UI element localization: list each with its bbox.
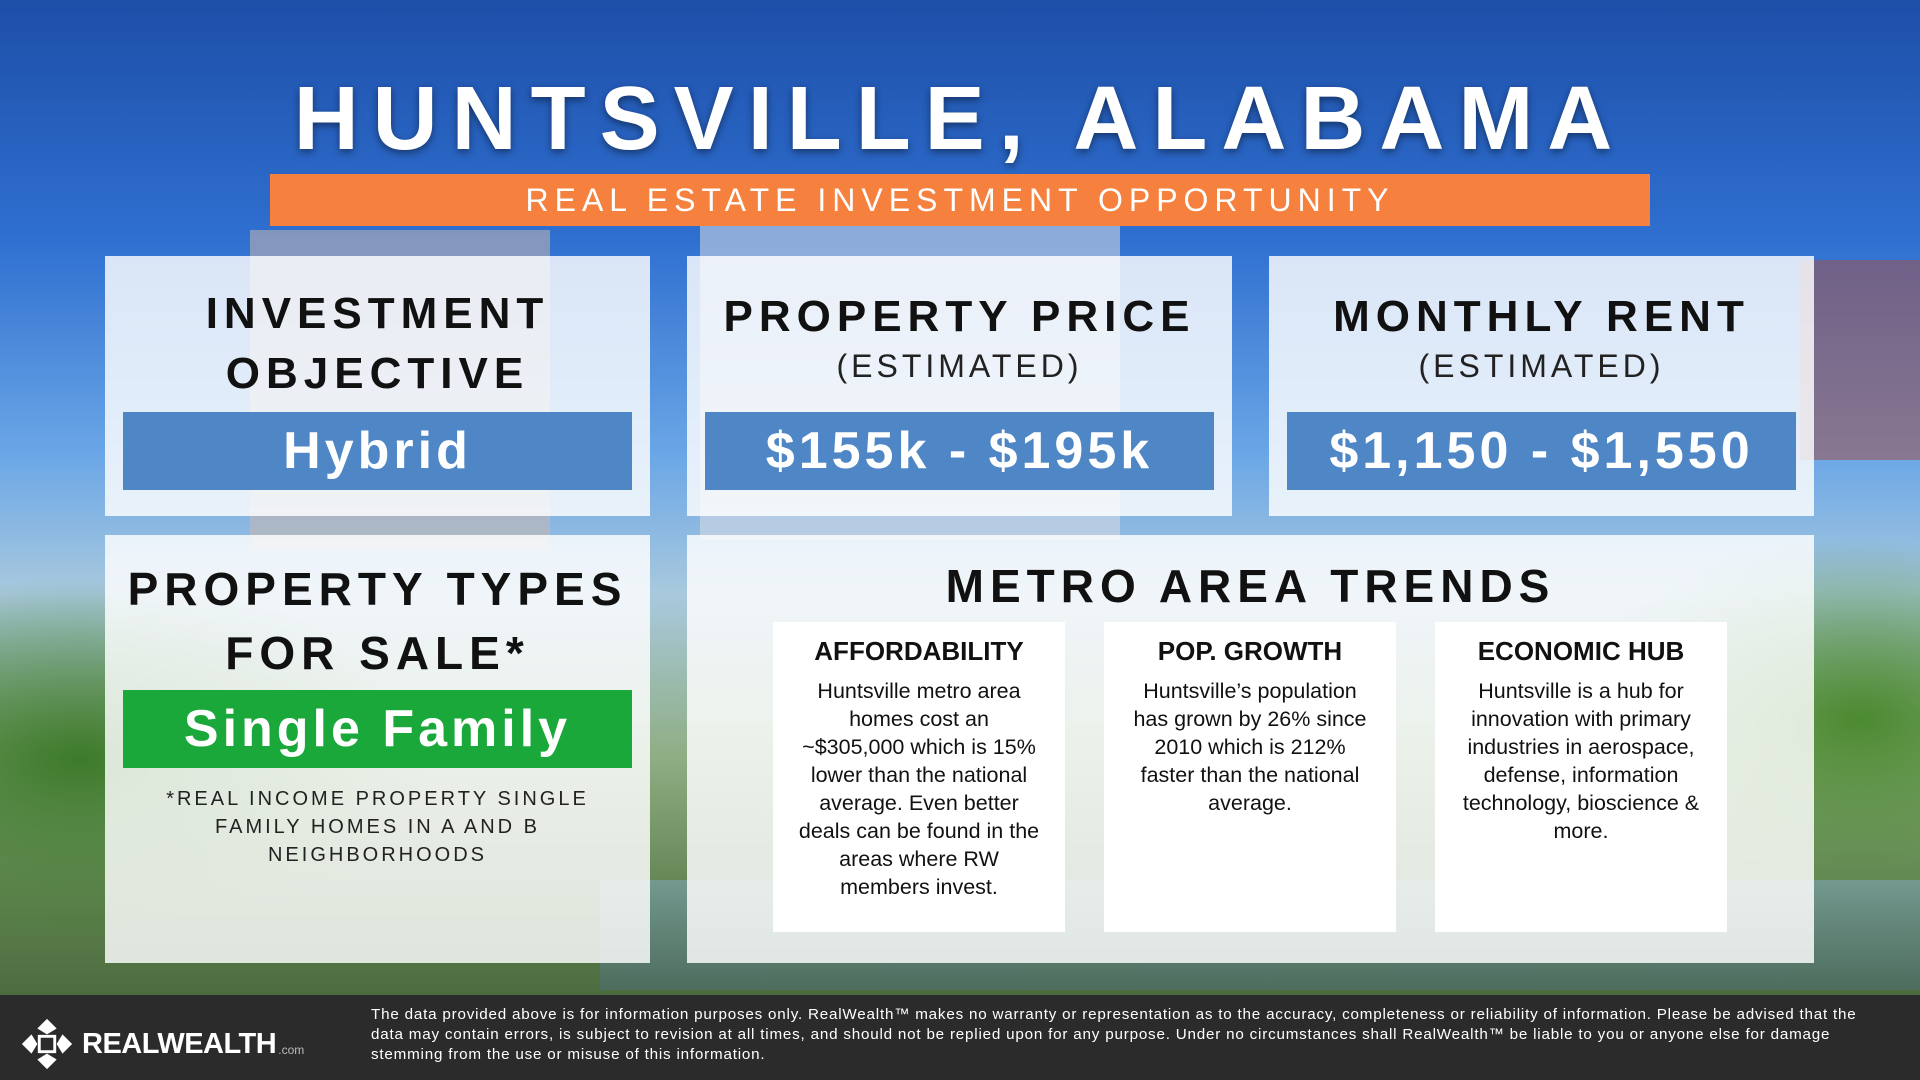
- monthly-rent-panel: MONTHLY RENT (ESTIMATED) $1,150 - $1,550: [1269, 256, 1814, 516]
- trend-card-affordability: AFFORDABILITY Huntsville metro area home…: [773, 622, 1065, 932]
- page-title: HUNTSVILLE, ALABAMA: [293, 69, 1627, 169]
- realwealth-logo-icon: [21, 1018, 73, 1070]
- disclaimer-text: The data provided above is for informati…: [371, 1006, 1857, 1063]
- property-types-heading-line1: PROPERTY TYPES: [127, 563, 628, 615]
- background-building-right: [1800, 260, 1920, 460]
- trend-card-pop-growth: POP. GROWTH Huntsville’s population has …: [1104, 622, 1396, 932]
- property-types-footnote: *REAL INCOME PROPERTY SINGLE FAMILY HOME…: [166, 788, 589, 866]
- monthly-rent-heading: MONTHLY RENT: [1333, 292, 1750, 341]
- investment-objective-heading: INVESTMENT OBJECTIVE: [105, 256, 650, 404]
- investment-objective-heading-line1: INVESTMENT: [205, 289, 550, 338]
- property-types-panel: PROPERTY TYPES FOR SALE* Single Family *…: [105, 535, 650, 963]
- property-types-heading: PROPERTY TYPES FOR SALE*: [105, 535, 650, 685]
- logo-text: REALWEALTH: [82, 1027, 277, 1060]
- property-price-panel: PROPERTY PRICE (ESTIMATED) $155k - $195k: [687, 256, 1232, 516]
- property-price-heading: PROPERTY PRICE: [723, 292, 1196, 341]
- trend-card-title: ECONOMIC HUB: [1477, 636, 1685, 666]
- investment-objective-panel: INVESTMENT OBJECTIVE Hybrid: [105, 256, 650, 516]
- logo-suffix: .com: [278, 1043, 305, 1057]
- monthly-rent-estimated-note: (ESTIMATED): [1418, 348, 1665, 384]
- metro-trends-heading: METRO AREA TRENDS: [945, 560, 1556, 612]
- subtitle-banner: REAL ESTATE INVESTMENT OPPORTUNITY: [270, 174, 1650, 226]
- trend-card-title: AFFORDABILITY: [814, 636, 1024, 666]
- trend-card-body: Huntsville metro area homes cost an ~$30…: [798, 679, 1040, 899]
- property-types-value: Single Family: [123, 690, 632, 768]
- footer-bar: REALWEALTH .com The data provided above …: [0, 995, 1920, 1080]
- trend-card-title: POP. GROWTH: [1157, 636, 1343, 666]
- investment-objective-value: Hybrid: [123, 412, 632, 490]
- trend-card-body: Huntsville’s population has grown by 26%…: [1133, 679, 1367, 815]
- trend-card-body: Huntsville is a hub for innovation with …: [1462, 679, 1700, 843]
- property-types-heading-line2: FOR SALE*: [225, 627, 530, 679]
- property-price-value: $155k - $195k: [705, 412, 1214, 490]
- property-price-estimated-note: (ESTIMATED): [836, 348, 1083, 384]
- trend-card-economic-hub: ECONOMIC HUB Huntsville is a hub for inn…: [1435, 622, 1727, 932]
- realwealth-logo: REALWEALTH .com: [18, 1015, 304, 1073]
- monthly-rent-value: $1,150 - $1,550: [1287, 412, 1796, 490]
- investment-objective-heading-line2: OBJECTIVE: [225, 349, 530, 398]
- metro-trends-panel: METRO AREA TRENDS AFFORDABILITY Huntsvil…: [687, 535, 1814, 963]
